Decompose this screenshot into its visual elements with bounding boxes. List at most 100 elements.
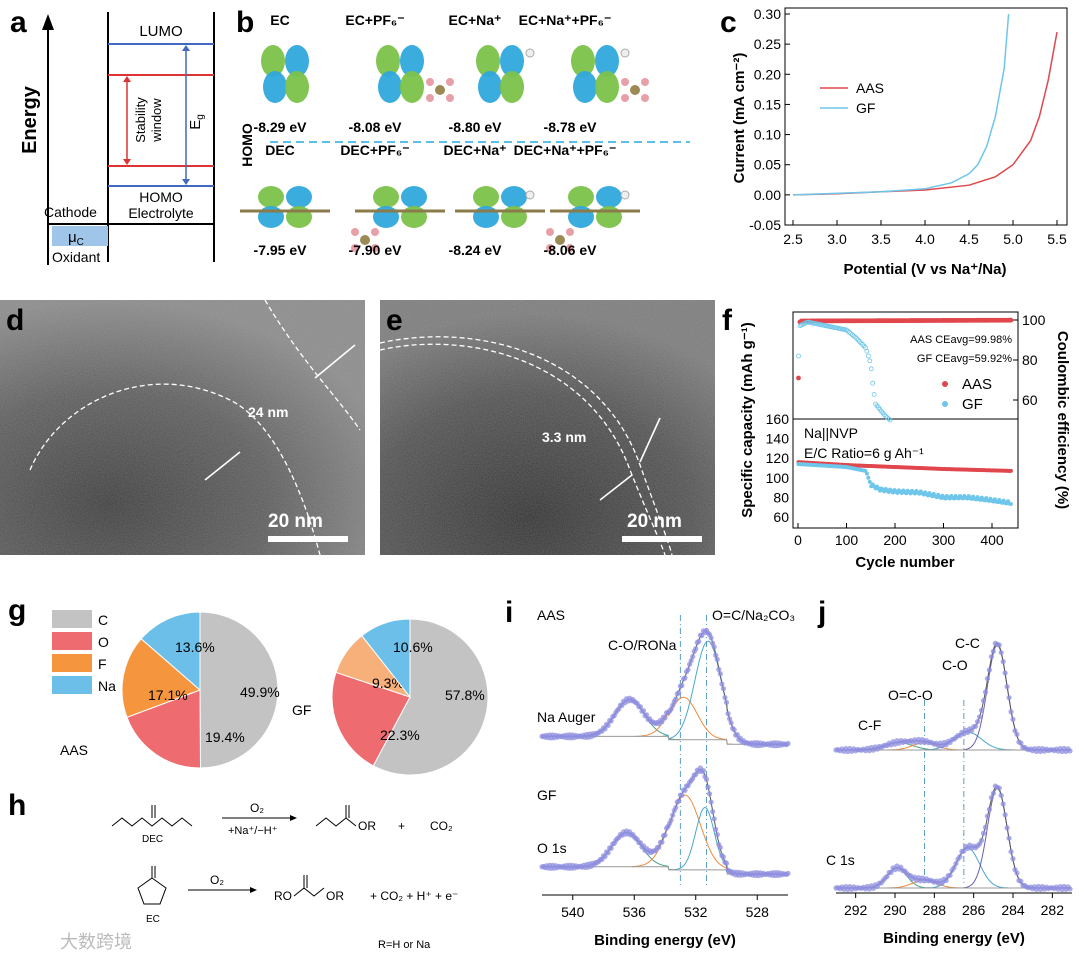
arrow-up-icon <box>182 45 190 51</box>
homo-orbital-render <box>455 186 545 228</box>
data-point <box>668 817 674 823</box>
surface-dashed-line <box>379 336 673 556</box>
data-point <box>714 832 720 838</box>
data-point <box>1008 709 1014 715</box>
spectrum-annotation: C-O/RONa <box>608 637 677 653</box>
ce-point <box>860 342 865 347</box>
spectrum-aas <box>539 627 791 749</box>
molecule-name: EC <box>270 12 289 28</box>
x-tick-label: 3.5 <box>871 231 891 247</box>
panel-j-c1s-xps: j 292 290 288 286 284 282 Binding energy (eV) C… <box>817 596 1073 947</box>
data-point <box>706 791 713 797</box>
pie-slice-f <box>121 638 201 718</box>
pf6-atom <box>621 78 629 86</box>
homo-energy-value: -8.06 eV <box>544 242 598 258</box>
pf6-atom <box>621 94 629 102</box>
orbital-lobe <box>476 45 500 77</box>
data-point <box>693 646 699 652</box>
scale-bar <box>622 536 702 542</box>
y-tick-label: 0.10 <box>754 127 781 143</box>
pf6-atom <box>546 244 554 252</box>
legend-swatch <box>52 676 92 694</box>
data-point <box>688 658 694 664</box>
x-tick-label: 0 <box>794 532 802 548</box>
x-tick-label: 4.0 <box>915 231 935 247</box>
data-point <box>723 860 730 866</box>
slice-label: 13.6% <box>175 639 215 655</box>
fit-component <box>962 644 1031 751</box>
data-point <box>723 699 730 706</box>
y-tick-label: 0.30 <box>754 6 781 22</box>
x-tick-label: 288 <box>923 902 947 918</box>
arrow-down-icon <box>123 159 131 165</box>
ce-point <box>886 416 892 422</box>
capacity-point <box>866 475 871 480</box>
spectrum-aas <box>833 640 1073 755</box>
homo-orbital-render <box>571 45 649 103</box>
data-point <box>714 656 720 663</box>
ce-point <box>855 337 861 343</box>
capacity-tick-label: 80 <box>773 489 789 505</box>
legend-marker <box>942 381 948 387</box>
tem-texture <box>380 300 715 555</box>
orbital-lobe <box>573 71 597 103</box>
fit-component <box>962 787 1031 889</box>
data-point <box>984 813 991 819</box>
condition-label: +Na⁺/−H⁺ <box>228 825 278 837</box>
o2-label: O₂ <box>250 801 264 815</box>
orbital-lobe <box>258 186 284 208</box>
data-point <box>713 826 719 832</box>
orbital-lobe <box>400 71 424 103</box>
slice-label: 17.1% <box>148 687 188 703</box>
data-point <box>998 792 1004 798</box>
legend-label: Na <box>98 678 116 694</box>
y-tick-label: 0.20 <box>754 66 781 82</box>
legend-label: AAS <box>962 376 992 393</box>
data-point <box>1014 731 1020 737</box>
spectrum-annotation: Na Auger <box>537 709 596 725</box>
ec-label: EC <box>146 914 160 925</box>
data-point <box>659 839 665 845</box>
data-point <box>1002 670 1008 676</box>
data-point <box>716 666 722 673</box>
orbital-lobe <box>501 206 527 228</box>
dec-label: DEC <box>142 834 163 845</box>
molecule-name: DEC+Na⁺+PF₆⁻ <box>514 142 617 158</box>
data-point <box>986 667 993 673</box>
ce-point <box>1008 317 1014 323</box>
x-axis-title: Binding energy (eV) <box>883 930 1025 947</box>
pf6-atom <box>546 228 554 236</box>
data-point <box>947 872 953 878</box>
arrow-up-icon <box>123 76 131 82</box>
energy-axis-arrow-icon <box>42 14 54 30</box>
orbital-lobe <box>373 206 399 228</box>
panel-b-homo-orbitals: b HOMO EC -8.29 eV EC+PF₆⁻ -8.08 eV EC+Na⁺ -8… <box>236 6 690 258</box>
mu-c-label: μC <box>68 229 84 248</box>
ce-point <box>883 413 889 419</box>
pf6-atom <box>566 228 574 236</box>
ce-point <box>848 331 854 337</box>
slice-label: 49.9% <box>240 684 280 700</box>
homo-orbital-render <box>240 186 330 228</box>
molecule-name: EC+Na⁺+PF₆⁻ <box>519 12 612 28</box>
legend-label: F <box>98 656 107 672</box>
x-axis-title: Cycle number <box>855 554 954 571</box>
data-point <box>717 671 723 677</box>
ce-tick-label: 100 <box>1022 312 1046 328</box>
pf6-atom <box>446 94 454 102</box>
ce-point <box>851 333 857 339</box>
orbital-lobe <box>568 186 594 208</box>
homo-side-label: HOMO <box>239 123 255 167</box>
pf6-atom <box>630 85 640 95</box>
molecule-name: DEC+Na⁺ <box>443 142 506 158</box>
panel-label-e: e <box>386 304 403 337</box>
data-point <box>726 716 733 722</box>
ce-point <box>864 348 870 354</box>
interface-dashed-line <box>29 383 321 556</box>
oxidant-label: Oxidant <box>52 249 100 265</box>
spectrum-annotation: O 1s <box>537 840 567 856</box>
product1-r-label: OR <box>358 819 376 833</box>
data-point <box>978 707 985 713</box>
orbital-lobe <box>595 71 619 103</box>
